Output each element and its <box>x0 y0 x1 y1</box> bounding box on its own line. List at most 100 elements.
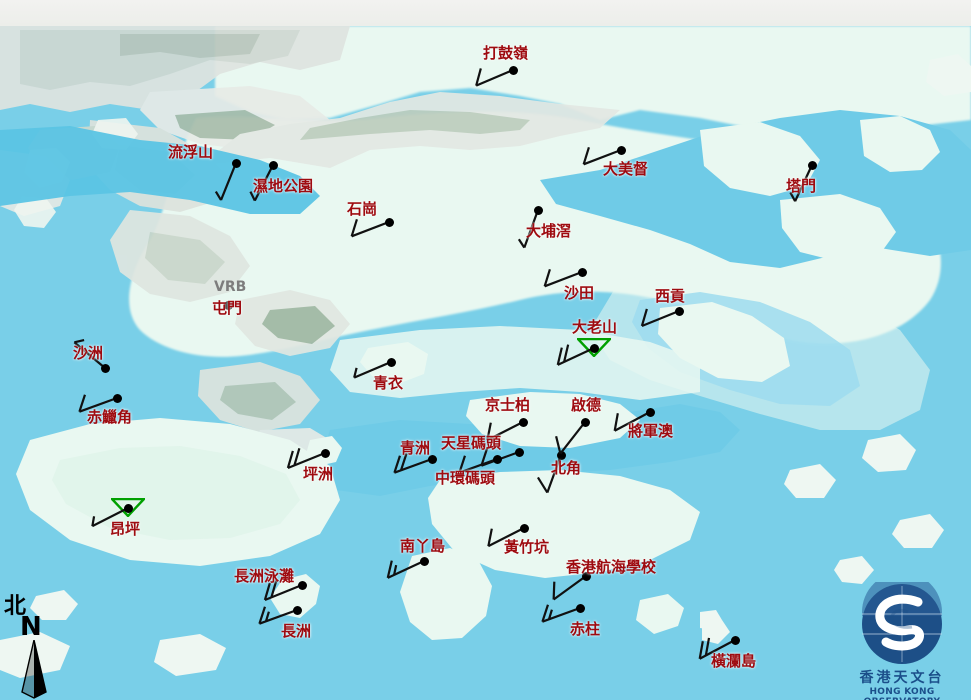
station-label: 啟德 <box>571 396 602 414</box>
station-label: 大老山 <box>572 318 618 336</box>
station-triangle-icon <box>111 498 145 517</box>
station-label: 打鼓嶺 <box>483 44 529 62</box>
station-label: 天星碼頭 <box>441 434 502 452</box>
wind-barb-icon <box>536 454 563 494</box>
wind-barb-icon <box>543 268 583 288</box>
station-dot <box>674 306 684 316</box>
station-dot <box>320 448 330 458</box>
station-dot <box>519 523 529 533</box>
wind-barb-icon <box>475 68 514 87</box>
wind-barb-icon <box>258 606 298 625</box>
station-dot <box>580 417 590 427</box>
station-dot <box>492 454 502 464</box>
station-dot <box>589 343 599 353</box>
station-dot <box>807 160 817 170</box>
hko-logo: 香港天文台 HONG KONG OBSERVATORY <box>839 582 965 700</box>
station-dot <box>100 363 110 373</box>
compass-needle-icon <box>21 640 47 699</box>
station-dot <box>292 605 302 615</box>
station-dot <box>577 267 587 277</box>
station-label: 中環碼頭 <box>435 469 496 487</box>
station-label: 長洲 <box>281 622 312 640</box>
station-dot <box>616 145 626 155</box>
station-label: 石崗 <box>347 200 378 218</box>
station-dot <box>508 65 518 75</box>
station-dot <box>427 454 437 464</box>
wind-barb-icon <box>640 308 680 328</box>
wind-barb-icon <box>91 507 129 528</box>
station-label: 大美督 <box>603 160 649 178</box>
station-dot <box>575 603 585 613</box>
station-label: 南丫島 <box>400 537 446 555</box>
station-label: 京士柏 <box>485 396 531 414</box>
station-dot <box>231 158 241 168</box>
station-label: 沙洲 <box>73 344 104 362</box>
title-bar <box>0 0 971 26</box>
wind-barb-icon <box>487 527 525 548</box>
wind-barb-icon <box>613 411 651 432</box>
station-dot <box>112 393 122 403</box>
station-dot <box>533 205 543 215</box>
station-label: 青洲 <box>400 439 431 457</box>
wind-barb-icon <box>517 209 540 249</box>
station-label: 沙田 <box>564 284 595 302</box>
logo-name-en: HONG KONG OBSERVATORY <box>864 687 940 700</box>
wind-barb-icon <box>582 146 622 166</box>
station-label: 黃竹坑 <box>504 538 550 556</box>
station-label: 北角 <box>551 459 582 477</box>
station-label: 將軍澳 <box>628 422 674 440</box>
station-dot <box>514 447 524 457</box>
station-label: 赤柱 <box>570 620 601 638</box>
station-label: 赤鱲角 <box>87 408 133 426</box>
wind-barb-icon <box>350 218 390 238</box>
wind-barb-icon <box>556 344 595 366</box>
wind-barb-icon <box>286 447 326 470</box>
station-dot <box>297 580 307 590</box>
station-dot <box>419 556 429 566</box>
station-label: 長洲泳灘 <box>234 567 295 585</box>
station-label: 昂坪 <box>110 520 141 538</box>
station-dot <box>386 357 396 367</box>
station-dot <box>268 160 278 170</box>
variable-wind-label: VRB <box>214 279 247 295</box>
hko-emblem-icon <box>862 582 942 664</box>
compass-rose: 北 N <box>4 588 74 699</box>
station-label: 屯門 <box>212 299 243 317</box>
station-dot <box>556 450 566 460</box>
wind-barb-icon <box>214 162 238 201</box>
station-label: 西貢 <box>655 287 686 305</box>
station-dot <box>645 407 655 417</box>
station-dot <box>123 503 133 513</box>
station-triangle-icon <box>577 338 611 357</box>
station-dot <box>384 217 394 227</box>
station-label: 香港航海學校 <box>566 558 657 576</box>
wind-barb-icon <box>263 579 303 602</box>
wind-barb-icon <box>789 164 813 202</box>
wind-barb-icon <box>393 453 433 474</box>
station-dot <box>223 300 233 310</box>
wind-barb-icon <box>78 394 118 413</box>
wind-barb-icon <box>698 637 736 660</box>
station-label: 青衣 <box>373 374 404 392</box>
wind-barb-icon <box>552 575 587 601</box>
station-label: 塔門 <box>786 177 817 195</box>
wind-barb-icon <box>73 338 106 369</box>
compass-label-cn: 北 <box>4 593 27 619</box>
station-dot <box>581 571 591 581</box>
station-dot <box>518 417 528 427</box>
station-label: 橫瀾島 <box>711 652 757 670</box>
station-dot <box>730 635 740 645</box>
station-label: 流浮山 <box>168 143 214 161</box>
wind-barb-icon <box>486 421 524 442</box>
station-label: 濕地公園 <box>253 177 314 195</box>
station-label: 大埔滘 <box>526 222 572 240</box>
station-label: 坪洲 <box>303 465 334 483</box>
wind-barb-icon <box>458 455 498 474</box>
wind-barb-icon <box>353 360 392 379</box>
wind-barb-icon <box>555 421 586 455</box>
wind-barb-icon <box>249 164 274 202</box>
wind-barb-icon <box>386 560 425 579</box>
logo-name-cn: 香港天文台 <box>859 670 945 686</box>
